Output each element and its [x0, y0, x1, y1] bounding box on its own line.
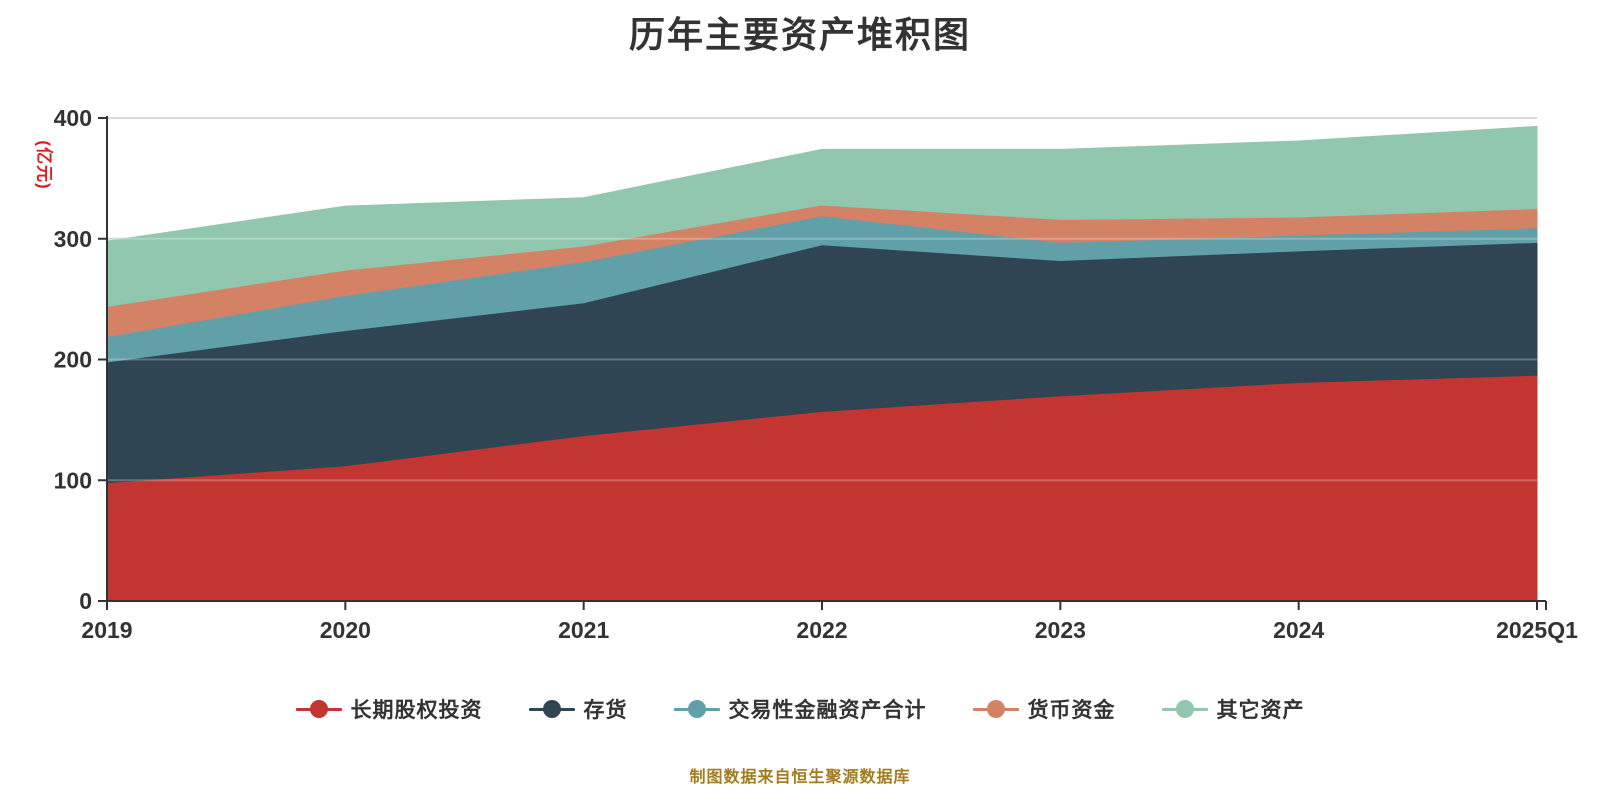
x-axis-labels: 2019 2020 2021 2022 2023 2024 2025Q1 — [81, 617, 1578, 643]
area-series — [106, 125, 1538, 602]
y-tick-label: 0 — [79, 588, 92, 614]
source-note: 制图数据来自恒生聚源数据库 — [689, 769, 911, 786]
y-tick-label: 100 — [54, 467, 92, 493]
area-series-4 — [106, 125, 1538, 307]
y-tick-label: 200 — [54, 347, 92, 373]
x-tick-label: 2022 — [796, 617, 847, 643]
y-axis-labels: 0 100 200 300 400 — [54, 105, 92, 614]
x-tick-label: 2019 — [81, 617, 132, 643]
legend-marker-icon — [1161, 700, 1208, 718]
legend-marker-icon — [528, 700, 575, 718]
x-tick-label: 2020 — [320, 617, 371, 643]
legend-label: 货币资金 — [1027, 699, 1116, 722]
legend-label: 存货 — [583, 699, 628, 722]
legend-marker-icon — [673, 700, 720, 718]
x-tick-label: 2025Q1 — [1496, 617, 1578, 643]
x-tick-label: 2021 — [558, 617, 609, 643]
legend-item-long-term-equity-investment[interactable]: 长期股权投资 — [295, 694, 483, 724]
chart-title: 历年主要资产堆积图 — [628, 14, 971, 55]
x-tick-label: 2024 — [1273, 617, 1324, 643]
grid-lines-overlay — [107, 117, 1537, 482]
legend-item-inventory[interactable]: 存货 — [528, 694, 628, 724]
legend-item-other-assets[interactable]: 其它资产 — [1161, 694, 1305, 724]
legend-marker-icon — [295, 700, 342, 718]
legend-label: 其它资产 — [1216, 699, 1305, 722]
axes — [98, 116, 1547, 610]
x-tick-label: 2023 — [1035, 617, 1086, 643]
y-tick-label: 400 — [54, 105, 92, 131]
legend: 长期股权投资 存货 交易性金融资产合计 货币资金 其它资产 — [0, 694, 1600, 724]
legend-label: 长期股权投资 — [350, 699, 483, 722]
legend-marker-icon — [972, 700, 1019, 718]
y-tick-label: 300 — [54, 226, 92, 252]
legend-item-trading-financial-assets[interactable]: 交易性金融资产合计 — [673, 694, 927, 724]
stacked-area-plot: 0 100 200 300 400 2019 2020 2021 2022 2023 2024 202… — [54, 105, 1579, 643]
legend-item-monetary-funds[interactable]: 货币资金 — [972, 694, 1116, 724]
legend-label: 交易性金融资产合计 — [728, 699, 927, 722]
